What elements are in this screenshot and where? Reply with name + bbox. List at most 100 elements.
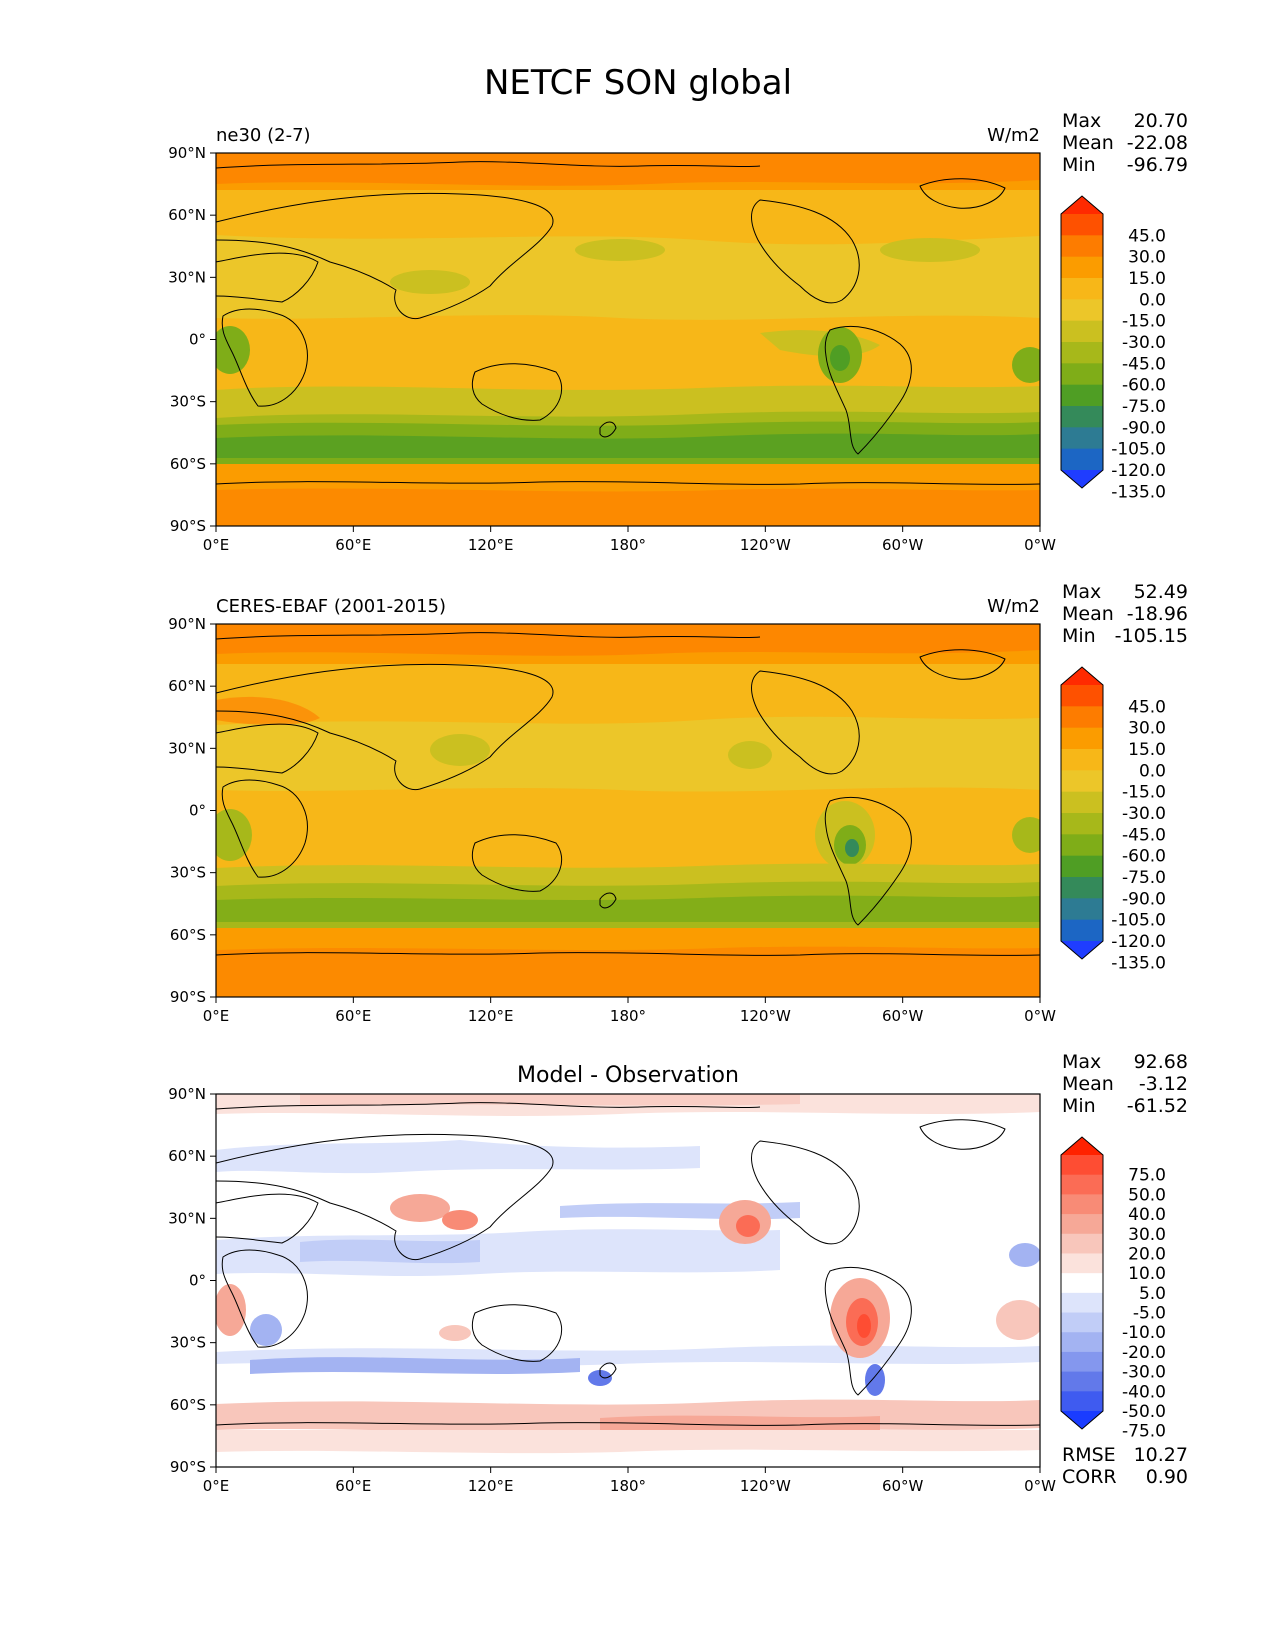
colorbar-level-label: -50.0 [1122, 1402, 1166, 1422]
x-tick-label: 120°E [468, 1477, 514, 1495]
x-tick-label: 120°E [468, 536, 514, 554]
stat-value-min: -61.52 [1127, 1095, 1188, 1117]
stat-label-min: Min [1062, 625, 1096, 647]
x-tick-label: 120°W [740, 1007, 791, 1025]
panel-left-title: CERES-EBAF (2001-2015) [216, 596, 446, 617]
colorbar-level-label: -75.0 [1122, 868, 1166, 888]
colorbar-level-label: -15.0 [1122, 783, 1166, 803]
colorbar-bin [1061, 278, 1103, 300]
stat-value-corr: 0.90 [1146, 1466, 1188, 1488]
colorbar-level-label: 0.0 [1139, 290, 1166, 310]
coastlines [216, 161, 1040, 485]
stat-label-mean: Mean [1062, 1073, 1114, 1095]
colorbar-bin [1061, 1253, 1103, 1274]
y-tick-label: 0° [189, 331, 206, 349]
contour-field [216, 1094, 1040, 1467]
colorbar-max-extend [1061, 667, 1103, 685]
y-tick-label: 60°S [170, 1396, 206, 1414]
stats-box: Max 52.49 Mean -18.96 Min -105.15 [1062, 581, 1188, 647]
colorbar-bin [1061, 1214, 1103, 1235]
stat-value-min: -96.79 [1127, 154, 1188, 176]
stat-label-rmse: RMSE [1062, 1444, 1116, 1466]
colorbar-level-label: -135.0 [1111, 482, 1166, 502]
stats-box: Max 92.68 Mean -3.12 Min -61.52 RMSE 10.27 CORR 0… [1062, 1051, 1188, 1488]
colorbar-bin [1061, 919, 1103, 942]
colorbar-level-label: 15.0 [1128, 740, 1166, 760]
x-tick-label: 60°W [882, 536, 924, 554]
colorbar-outline [1060, 666, 1104, 960]
colorbar-level-label: 45.0 [1128, 226, 1166, 246]
colorbar-bin [1061, 406, 1103, 428]
colorbar-bin [1061, 320, 1103, 343]
x-tick-label: 0°W [1024, 1007, 1056, 1025]
colorbar-bin [1061, 1332, 1103, 1353]
colorbar-level-label: -60.0 [1122, 376, 1166, 396]
stat-value-max: 52.49 [1134, 581, 1188, 603]
panel-units: W/m2 [987, 596, 1040, 617]
colorbar-level-label: 45.0 [1128, 697, 1166, 717]
colorbar-bin [1061, 791, 1103, 814]
colorbar-bin [1061, 1155, 1103, 1176]
stat-value-rmse: 10.27 [1134, 1444, 1188, 1466]
colorbar-bin [1061, 813, 1103, 835]
colorbar-bin [1061, 256, 1103, 279]
colorbar-bin [1061, 1292, 1103, 1314]
x-tick-label: 0°W [1024, 1477, 1056, 1495]
y-tick-label: 90°S [170, 517, 206, 535]
colorbar-bin [1061, 1391, 1103, 1412]
y-tick-label: 30°N [168, 268, 206, 286]
colorbar-level-label: 30.0 [1128, 1225, 1166, 1245]
colorbar-level-label: -30.0 [1122, 804, 1166, 824]
colorbar-level-label: -45.0 [1122, 825, 1166, 845]
colorbar-level-label: 40.0 [1128, 1205, 1166, 1225]
y-axis: 90°N 60°N 30°N 0° 30°S 60°S 90°S [168, 144, 216, 535]
y-tick-label: 30°N [168, 739, 206, 757]
colorbar-bin [1061, 299, 1103, 322]
colorbar-bin [1061, 214, 1103, 236]
colorbar-bin [1061, 427, 1103, 450]
contour-field [216, 624, 1040, 997]
figure-title: NETCF SON global [484, 63, 792, 103]
panel-model: ne30 (2-7) W/m2 [168, 110, 1188, 554]
y-tick-label: 60°S [170, 455, 206, 473]
x-tick-label: 180° [610, 536, 646, 554]
stat-label-mean: Mean [1062, 132, 1114, 154]
colorbar-level-label: -120.0 [1111, 932, 1166, 952]
colorbar-min-extend [1061, 470, 1103, 488]
colorbar-level-label: 10.0 [1128, 1264, 1166, 1284]
panel-units: W/m2 [987, 125, 1040, 146]
stat-value-max: 20.70 [1134, 110, 1188, 132]
colorbar-bin [1061, 770, 1103, 793]
colorbar-level-label: -30.0 [1122, 333, 1166, 353]
colorbar-level-label: 50.0 [1128, 1185, 1166, 1205]
y-tick-label: 60°N [168, 677, 206, 695]
stat-label-min: Min [1062, 154, 1096, 176]
y-tick-label: 60°S [170, 926, 206, 944]
x-tick-label: 60°E [335, 1007, 371, 1025]
contour-field [216, 153, 1040, 526]
colorbar-min-extend [1061, 1411, 1103, 1429]
panel-center-title: Model - Observation [517, 1063, 739, 1088]
colorbar-bin [1061, 235, 1103, 258]
y-tick-label: 30°N [168, 1209, 206, 1227]
x-axis: 0°E 60°E 120°E 180° 120°W 60°W 0°W [203, 1467, 1056, 1495]
colorbar-max-extend [1061, 196, 1103, 214]
y-tick-label: 90°N [168, 615, 206, 633]
y-tick-label: 30°S [170, 393, 206, 411]
x-tick-label: 0°W [1024, 536, 1056, 554]
colorbar-level-label: -90.0 [1122, 889, 1166, 909]
colorbar-level-label: 30.0 [1128, 719, 1166, 739]
colorbar-level-label: -75.0 [1122, 397, 1166, 417]
y-axis: 90°N 60°N 30°N 0° 30°S 60°S 90°S [168, 615, 216, 1006]
colorbar-bin [1061, 855, 1103, 878]
colorbar-bin [1061, 1233, 1103, 1254]
y-tick-label: 30°S [170, 1334, 206, 1352]
colorbar-bin [1061, 363, 1103, 386]
x-tick-label: 60°W [882, 1477, 924, 1495]
colorbar: 75.050.040.030.020.010.05.0-5.0-10.0-20.… [1060, 1136, 1166, 1442]
colorbar-level-label: -15.0 [1122, 312, 1166, 332]
x-axis: 0°E 60°E 120°E 180° 120°W 60°W 0°W [203, 997, 1056, 1025]
stat-value-min: -105.15 [1115, 625, 1188, 647]
colorbar-bin [1061, 706, 1103, 729]
colorbar-level-label: 20.0 [1128, 1244, 1166, 1264]
